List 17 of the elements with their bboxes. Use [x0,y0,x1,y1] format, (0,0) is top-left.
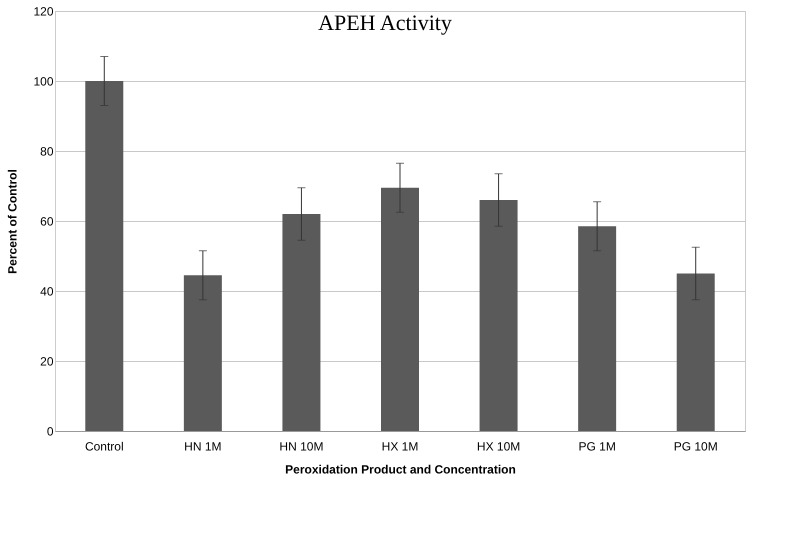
y-axis-title: Percent of Control [5,169,20,274]
x-tick-label: HN 10M [279,440,324,454]
x-tick-label: PG 1M [578,440,616,454]
y-tick-label: 80 [40,144,54,158]
x-tick-label: Control [84,440,124,454]
y-tick-label: 0 [46,424,54,438]
y-tick-label: 120 [33,4,54,18]
chart-title: APEH Activity [318,10,452,35]
x-tick-label: HX 1M [382,440,418,454]
x-tick-label: HN 1M [184,440,222,454]
y-tick-label: 40 [40,284,54,298]
x-axis-title: Peroxidation Product and Concentration [285,462,516,476]
y-tick-label: 20 [40,354,54,368]
x-tick-label: PG 10M [674,440,718,454]
x-tick-label: HX 10M [476,440,520,454]
y-tick-label: 60 [40,214,54,228]
y-tick-label: 100 [33,74,54,88]
